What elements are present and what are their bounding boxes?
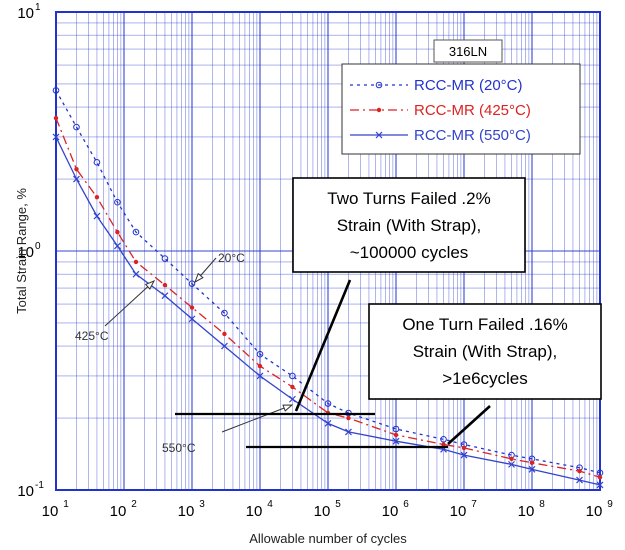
dot-marker bbox=[394, 433, 398, 437]
y-axis-label: Total Strain Range, % bbox=[14, 188, 29, 314]
dot-marker bbox=[530, 461, 534, 465]
material-box: 316LN bbox=[434, 40, 502, 62]
legend-entry: RCC-MR (550°C) bbox=[414, 127, 531, 144]
x-tick-exponent: 1 bbox=[63, 499, 69, 510]
curve-label: 425°C bbox=[75, 329, 109, 343]
callout-text-line: Two Turns Failed .2% bbox=[327, 189, 490, 208]
x-tick-label: 10 bbox=[450, 503, 467, 520]
x-tick-exponent: 5 bbox=[335, 499, 341, 510]
callout-text-line: >1e6cycles bbox=[442, 369, 528, 388]
dot-marker bbox=[115, 230, 119, 234]
dot-marker bbox=[290, 385, 294, 389]
dot-marker bbox=[190, 305, 194, 309]
dot-marker bbox=[134, 260, 138, 264]
dot-marker bbox=[74, 167, 78, 171]
curve-label: 20°C bbox=[218, 251, 245, 265]
y-tick-label: 10 bbox=[17, 5, 34, 22]
x-tick-exponent: 3 bbox=[199, 499, 205, 510]
x-tick-exponent: 6 bbox=[403, 499, 409, 510]
dot-marker bbox=[509, 457, 513, 461]
curve-label: 550°C bbox=[162, 441, 196, 455]
callout-text-line: Strain (With Strap), bbox=[413, 342, 558, 361]
x-tick-exponent: 2 bbox=[131, 499, 137, 510]
x-tick-label: 10 bbox=[42, 503, 59, 520]
dot-marker bbox=[462, 446, 466, 450]
legend-entry: RCC-MR (425°C) bbox=[414, 102, 531, 119]
y-tick-exponent: 0 bbox=[35, 241, 41, 252]
x-tick-label: 10 bbox=[178, 503, 195, 520]
x-tick-label: 10 bbox=[314, 503, 331, 520]
dot-marker bbox=[95, 195, 99, 199]
callout-text-line: Strain (With Strap), bbox=[337, 216, 482, 235]
x-tick-label: 10 bbox=[246, 503, 263, 520]
material-label: 316LN bbox=[449, 44, 487, 59]
x-tick-exponent: 9 bbox=[607, 499, 613, 510]
dot-marker bbox=[163, 283, 167, 287]
legend-entry: RCC-MR (20°C) bbox=[414, 77, 523, 94]
y-tick-exponent: 1 bbox=[35, 2, 41, 13]
dot-marker bbox=[222, 332, 226, 336]
x-tick-label: 10 bbox=[110, 503, 127, 520]
y-tick-label: 10 bbox=[17, 483, 34, 500]
x-tick-exponent: 7 bbox=[471, 499, 477, 510]
x-axis-label: Allowable number of cycles bbox=[249, 531, 407, 546]
dot-marker bbox=[377, 108, 381, 112]
x-tick-label: 10 bbox=[518, 503, 535, 520]
dot-marker bbox=[258, 364, 262, 368]
dot-marker bbox=[577, 469, 581, 473]
x-tick-exponent: 4 bbox=[267, 499, 273, 510]
dot-marker bbox=[54, 116, 58, 120]
y-tick-exponent: -1 bbox=[35, 480, 44, 491]
dot-marker bbox=[346, 416, 350, 420]
dot-marker bbox=[598, 475, 602, 479]
callout-text-line: ~100000 cycles bbox=[350, 243, 469, 262]
callout-text-line: One Turn Failed .16% bbox=[402, 315, 567, 334]
legend: RCC-MR (20°C) RCC-MR (425°C) RCC-MR (550°C… bbox=[342, 64, 580, 154]
x-tick-exponent: 8 bbox=[539, 499, 545, 510]
x-tick-label: 10 bbox=[382, 503, 399, 520]
x-tick-label: 10 bbox=[586, 503, 603, 520]
